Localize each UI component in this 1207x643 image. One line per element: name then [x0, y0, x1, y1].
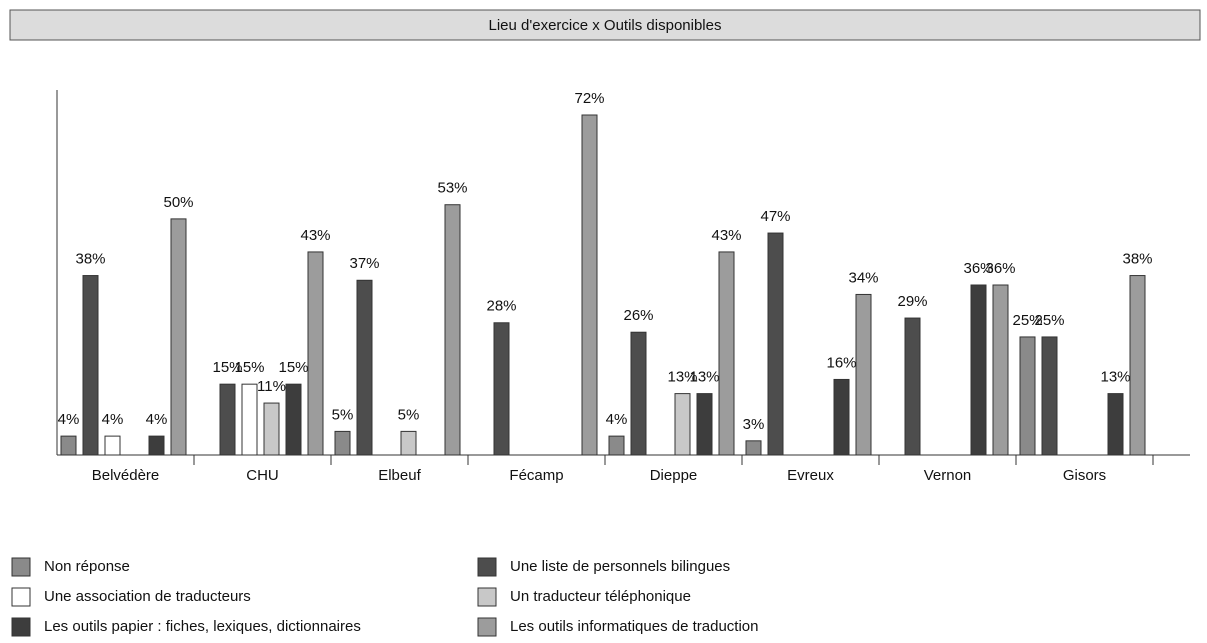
legend-swatch [477, 617, 497, 637]
bar [219, 383, 236, 456]
data-label: 13% [667, 369, 697, 386]
bar [630, 331, 647, 456]
bar [400, 430, 417, 456]
legend-swatch [477, 587, 497, 607]
x-tick-label: CHU [246, 467, 279, 484]
bar [170, 218, 187, 456]
bar [307, 251, 324, 456]
legend-label: Les outils papier : fiches, lexiques, di… [44, 618, 361, 635]
bar [767, 232, 784, 456]
data-label: 13% [689, 369, 719, 386]
data-label: 26% [623, 307, 653, 324]
data-label: 72% [574, 90, 604, 107]
data-label: 38% [1122, 251, 1152, 268]
bar [263, 402, 280, 456]
chart-title: Lieu d'exercice x Outils disponibles [489, 17, 722, 34]
data-label: 36% [985, 260, 1015, 277]
data-label: 3% [743, 416, 765, 433]
data-label: 50% [163, 194, 193, 211]
legend-swatch [11, 557, 31, 577]
bar [970, 284, 987, 456]
bar [608, 435, 625, 456]
data-label: 25% [1034, 312, 1064, 329]
legend-label: Non réponse [44, 558, 130, 575]
data-label: 15% [278, 359, 308, 376]
bar [82, 275, 99, 456]
data-label: 15% [212, 359, 242, 376]
bar [60, 435, 77, 456]
bar [581, 114, 598, 456]
data-label: 13% [1100, 369, 1130, 386]
x-tick-label: Gisors [1063, 467, 1106, 484]
bar [1107, 393, 1124, 456]
data-label: 28% [486, 298, 516, 315]
data-label: 5% [332, 406, 354, 423]
data-label: 34% [848, 269, 878, 286]
data-label: 4% [146, 411, 168, 428]
bar [148, 435, 165, 456]
data-label: 11% [257, 378, 286, 395]
bar [904, 317, 921, 456]
bar [241, 383, 258, 456]
data-label: 43% [711, 227, 741, 244]
legend-label: Une association de traducteurs [44, 588, 251, 605]
x-tick-label: Belvédère [92, 467, 160, 484]
x-tick-label: Elbeuf [378, 467, 421, 484]
bar [992, 284, 1009, 456]
data-label: 15% [234, 359, 264, 376]
bar [833, 378, 850, 456]
x-tick-label: Evreux [787, 467, 834, 484]
legend-label: Une liste de personnels bilingues [510, 558, 730, 575]
data-label: 53% [437, 180, 467, 197]
data-label: 16% [826, 354, 856, 371]
data-label: 4% [606, 411, 628, 428]
bar [493, 322, 510, 456]
data-label: 38% [75, 251, 105, 268]
bar [1041, 336, 1058, 456]
bar [104, 435, 121, 456]
legend-label: Un traducteur téléphonique [510, 588, 691, 605]
data-label: 4% [58, 411, 80, 428]
bar [285, 383, 302, 456]
bar [674, 393, 691, 456]
legend-swatch [11, 617, 31, 637]
x-tick-label: Dieppe [650, 467, 698, 484]
title-bar [9, 9, 1201, 41]
data-label: 4% [102, 411, 124, 428]
data-label: 5% [398, 406, 420, 423]
bar [444, 204, 461, 456]
bar [1019, 336, 1036, 456]
legend-label: Les outils informatiques de traduction [510, 618, 758, 635]
data-label: 36% [963, 260, 993, 277]
data-label: 25% [1012, 312, 1042, 329]
x-tick-label: Fécamp [509, 467, 563, 484]
bar [1129, 275, 1146, 456]
bar [745, 440, 762, 456]
legend-swatch [477, 557, 497, 577]
bar [855, 293, 872, 456]
data-label: 37% [349, 255, 379, 272]
legend-swatch [11, 587, 31, 607]
bar [334, 430, 351, 456]
bar [356, 279, 373, 456]
data-label: 29% [897, 293, 927, 310]
x-tick-label: Vernon [924, 467, 972, 484]
bar [696, 393, 713, 456]
bar [718, 251, 735, 456]
data-label: 43% [300, 227, 330, 244]
data-label: 47% [760, 208, 790, 225]
